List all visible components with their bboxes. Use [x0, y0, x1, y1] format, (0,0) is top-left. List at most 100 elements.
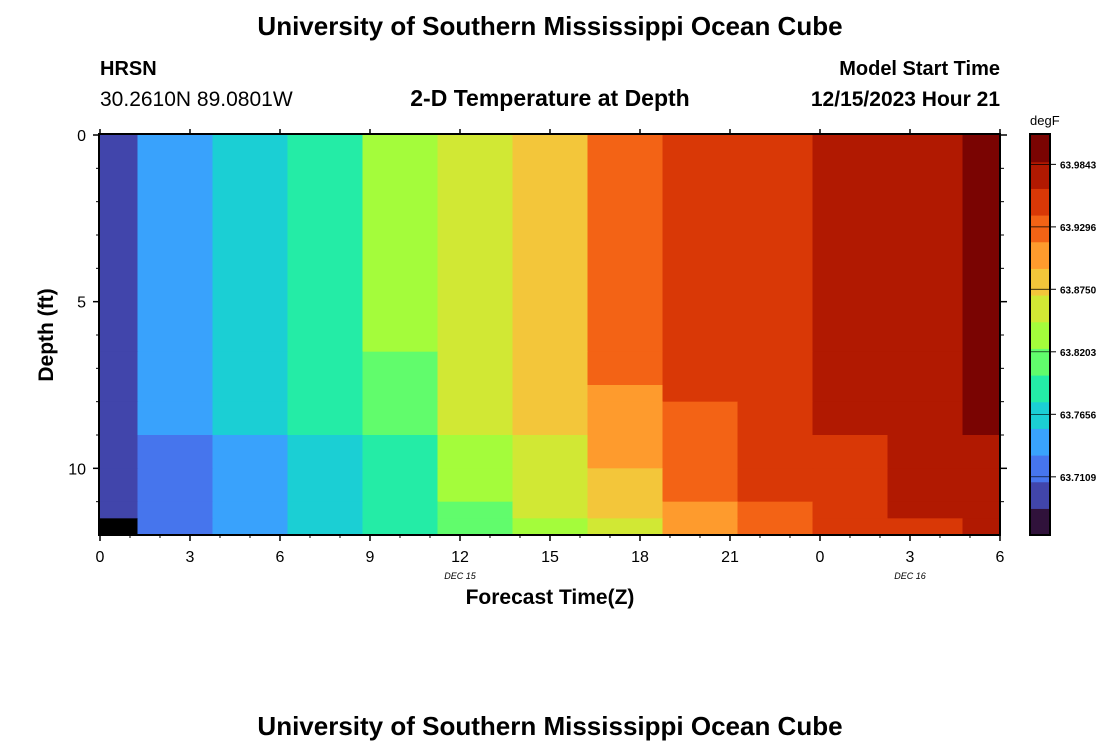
- x-axis: 0 3 6 9 12 15 18 21 0 3 6: [96, 129, 1005, 566]
- heatmap-cell: [512, 501, 589, 519]
- heatmap-cell: [362, 385, 439, 403]
- heatmap-cell: [100, 385, 139, 403]
- chart-subtitle: 2-D Temperature at Depth: [410, 85, 689, 111]
- colorbar-segment: [1031, 321, 1049, 349]
- heatmap-cell: [887, 401, 964, 436]
- heatmap-cell: [212, 518, 289, 536]
- heatmap-cell: [437, 401, 514, 436]
- heatmap-cell: [962, 518, 1001, 536]
- heatmap-cell: [962, 468, 1001, 503]
- heatmap-cell: [100, 351, 139, 386]
- heatmap-cell: [887, 501, 964, 519]
- heatmap-cell: [812, 435, 889, 469]
- heatmap-cell: [100, 135, 139, 353]
- x-tick-label: 9: [366, 549, 375, 566]
- heatmap-cell: [812, 468, 889, 503]
- heatmap-cell: [812, 501, 889, 519]
- heatmap-cell: [100, 468, 139, 503]
- heatmap-cell: [512, 435, 589, 469]
- heatmap-cell: [287, 501, 364, 519]
- colorbar-tick-label: 63.9843: [1060, 160, 1097, 171]
- heatmap-cell: [962, 135, 1001, 353]
- heatmap-cell: [512, 385, 589, 403]
- colorbar-segment: [1031, 268, 1049, 296]
- heatmap-cell: [287, 385, 364, 403]
- colorbar-segment: [1031, 401, 1049, 429]
- heatmap-cell: [287, 435, 364, 469]
- colorbar-segment: [1031, 481, 1049, 509]
- heatmap-cell: [662, 401, 739, 436]
- colorbar-segment: [1031, 295, 1049, 323]
- heatmap-cell: [512, 468, 589, 503]
- colorbar-tick-label: 63.8750: [1060, 285, 1097, 296]
- x-tick-label: 12: [451, 549, 469, 566]
- date-label: DEC 15: [444, 571, 477, 581]
- colorbar-segment: [1031, 428, 1049, 456]
- heatmap-cell: [887, 135, 964, 353]
- colorbar-frame: [1029, 133, 1051, 536]
- heatmap-cell: [437, 468, 514, 503]
- heatmap-cell: [287, 135, 364, 353]
- x-tick-label: 0: [96, 549, 105, 566]
- heatmap-cell: [362, 518, 439, 536]
- colorbar-tick-label: 63.8203: [1060, 348, 1097, 359]
- heatmap-cell: [962, 435, 1001, 469]
- heatmap-cell: [137, 468, 214, 503]
- x-tick-label: 6: [996, 549, 1005, 566]
- heatmap-cell: [212, 385, 289, 403]
- heatmap-cell: [212, 401, 289, 436]
- y-tick-label: 10: [68, 461, 86, 478]
- colorbar: [1031, 135, 1049, 536]
- heatmap-cell: [362, 501, 439, 519]
- heatmap-cell: [362, 401, 439, 436]
- heatmap-cell: [962, 501, 1001, 519]
- colorbar-segment: [1031, 188, 1049, 216]
- station-coords: 30.2610N 89.0801W: [100, 88, 293, 111]
- heatmap-cell: [887, 351, 964, 386]
- heatmap-cell: [512, 135, 589, 353]
- y-axis-title: Depth (ft): [35, 288, 58, 381]
- heatmap-cell: [587, 135, 664, 353]
- y-axis: 0 5 10: [68, 128, 1007, 503]
- heatmap-cell: [287, 468, 364, 503]
- x-tick-label: 18: [631, 549, 649, 566]
- heatmap-cell: [512, 351, 589, 386]
- heatmap-cell: [437, 351, 514, 386]
- heatmap-cell: [887, 385, 964, 403]
- x-axis-title: Forecast Time(Z): [466, 586, 635, 609]
- x-tick-label: 3: [906, 549, 915, 566]
- heatmap-cell: [362, 468, 439, 503]
- colorbar-tick-label: 63.7109: [1060, 473, 1097, 484]
- heatmap-cell: [512, 518, 589, 536]
- heatmap-cell: [137, 135, 214, 353]
- heatmap-cell: [137, 401, 214, 436]
- heatmap-cell: [212, 435, 289, 469]
- y-tick-label: 5: [77, 295, 86, 312]
- heatmap-cell: [100, 401, 139, 436]
- heatmap-cell: [812, 135, 889, 353]
- heatmap-cell: [887, 518, 964, 536]
- heatmap-cell: [737, 435, 814, 469]
- colorbar-ticks: 63.9843 63.9296 63.8750 63.8203 63.7656 63.71…: [1031, 160, 1097, 484]
- heatmap-cell: [662, 468, 739, 503]
- heatmap-cell: [212, 501, 289, 519]
- heatmap-cell: [812, 385, 889, 403]
- colorbar-segment: [1031, 508, 1049, 536]
- heatmap-cell: [287, 351, 364, 386]
- heatmap-cell: [512, 401, 589, 436]
- heatmap-cell: [137, 351, 214, 386]
- x-tick-label: 15: [541, 549, 559, 566]
- heatmap-cell: [737, 468, 814, 503]
- heatmap-cell: [437, 518, 514, 536]
- heatmap-cell: [437, 435, 514, 469]
- heatmap-cell: [587, 435, 664, 469]
- heatmap-cell: [812, 401, 889, 436]
- heatmap-cells: [100, 135, 1001, 536]
- heatmap-cell: [137, 518, 214, 536]
- colorbar-tick-label: 63.9296: [1060, 223, 1097, 234]
- heatmap-cell: [212, 468, 289, 503]
- heatmap-cell: [962, 401, 1001, 436]
- footer-title: University of Southern Mississippi Ocean…: [257, 711, 842, 741]
- colorbar-segment: [1031, 241, 1049, 269]
